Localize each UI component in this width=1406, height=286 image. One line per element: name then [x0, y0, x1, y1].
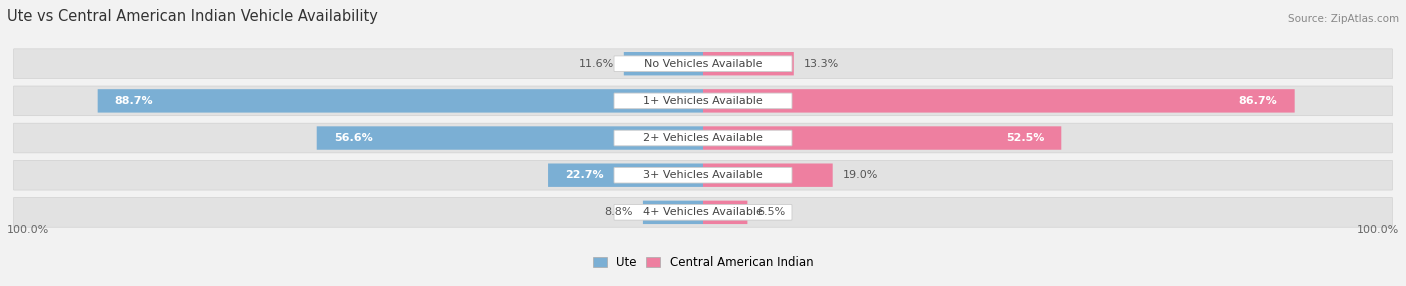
FancyBboxPatch shape: [703, 126, 1062, 150]
FancyBboxPatch shape: [97, 89, 703, 113]
Text: 13.3%: 13.3%: [804, 59, 839, 69]
Text: 56.6%: 56.6%: [333, 133, 373, 143]
FancyBboxPatch shape: [614, 130, 792, 146]
FancyBboxPatch shape: [14, 86, 1392, 116]
FancyBboxPatch shape: [703, 89, 1295, 113]
Text: 22.7%: 22.7%: [565, 170, 603, 180]
FancyBboxPatch shape: [14, 198, 1392, 227]
Text: 4+ Vehicles Available: 4+ Vehicles Available: [643, 207, 763, 217]
FancyBboxPatch shape: [548, 164, 703, 187]
FancyBboxPatch shape: [316, 126, 703, 150]
FancyBboxPatch shape: [703, 52, 794, 76]
FancyBboxPatch shape: [703, 201, 748, 224]
Text: 88.7%: 88.7%: [115, 96, 153, 106]
FancyBboxPatch shape: [643, 201, 703, 224]
FancyBboxPatch shape: [703, 164, 832, 187]
FancyBboxPatch shape: [614, 56, 792, 72]
Text: 1+ Vehicles Available: 1+ Vehicles Available: [643, 96, 763, 106]
Legend: Ute, Central American Indian: Ute, Central American Indian: [588, 251, 818, 274]
Text: 3+ Vehicles Available: 3+ Vehicles Available: [643, 170, 763, 180]
Text: 100.0%: 100.0%: [7, 225, 49, 235]
Text: 19.0%: 19.0%: [842, 170, 879, 180]
FancyBboxPatch shape: [614, 93, 792, 109]
FancyBboxPatch shape: [14, 49, 1392, 79]
Text: 52.5%: 52.5%: [1005, 133, 1045, 143]
FancyBboxPatch shape: [14, 123, 1392, 153]
Text: Source: ZipAtlas.com: Source: ZipAtlas.com: [1288, 14, 1399, 24]
FancyBboxPatch shape: [624, 52, 703, 76]
FancyBboxPatch shape: [614, 167, 792, 183]
Text: Ute vs Central American Indian Vehicle Availability: Ute vs Central American Indian Vehicle A…: [7, 9, 378, 24]
Text: 11.6%: 11.6%: [578, 59, 613, 69]
Text: 2+ Vehicles Available: 2+ Vehicles Available: [643, 133, 763, 143]
Text: 8.8%: 8.8%: [605, 207, 633, 217]
Text: 6.5%: 6.5%: [758, 207, 786, 217]
FancyBboxPatch shape: [614, 204, 792, 220]
FancyBboxPatch shape: [14, 160, 1392, 190]
Text: 86.7%: 86.7%: [1239, 96, 1278, 106]
Text: No Vehicles Available: No Vehicles Available: [644, 59, 762, 69]
Text: 100.0%: 100.0%: [1357, 225, 1399, 235]
